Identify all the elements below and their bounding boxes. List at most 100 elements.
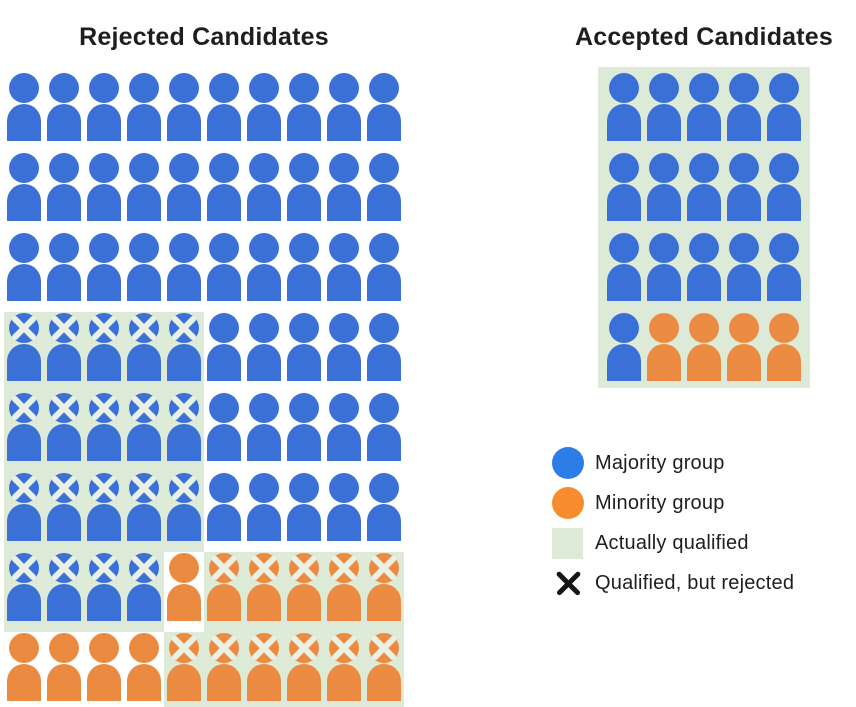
person-head-icon <box>649 153 679 183</box>
person-body-icon <box>207 424 241 461</box>
person-icon-minority <box>4 632 44 707</box>
person-icon-minority <box>84 632 124 707</box>
person-icon-majority-qualified <box>724 72 764 152</box>
person-head-icon <box>249 313 279 343</box>
person-head-icon <box>329 313 359 343</box>
person-icon-majority-qualified-rejected <box>44 552 84 632</box>
person-icon-majority <box>284 232 324 312</box>
person-body-icon <box>247 104 281 141</box>
person-icon-majority <box>364 152 404 232</box>
minority-group-icon <box>552 487 584 519</box>
x-icon <box>250 634 278 662</box>
x-icon <box>370 634 398 662</box>
person-body-icon <box>207 184 241 221</box>
person-body-icon <box>647 184 681 221</box>
x-icon <box>170 634 198 662</box>
person-icon-minority <box>164 552 204 632</box>
person-body-icon <box>87 264 121 301</box>
person-body-icon <box>127 424 161 461</box>
person-icon-majority <box>164 152 204 232</box>
person-icon-majority <box>284 392 324 472</box>
person-head-icon <box>9 633 39 663</box>
person-icon-minority-qualified-rejected <box>204 552 244 632</box>
person-icon-majority-qualified-rejected <box>44 312 84 392</box>
person-body-icon <box>47 184 81 221</box>
person-body-icon <box>767 104 801 141</box>
person-head-icon <box>329 473 359 503</box>
person-head-icon <box>329 153 359 183</box>
x-icon <box>90 314 118 342</box>
person-icon-majority <box>164 72 204 152</box>
person-head-icon <box>49 153 79 183</box>
person-body-icon <box>87 584 121 621</box>
x-icon <box>555 570 582 596</box>
person-icon-majority <box>324 312 364 392</box>
person-head-icon <box>9 73 39 103</box>
person-icon-majority <box>4 72 44 152</box>
person-body-icon <box>167 664 201 701</box>
person-body-icon <box>47 664 81 701</box>
person-body-icon <box>207 664 241 701</box>
person-icon-majority-qualified-rejected <box>4 392 44 472</box>
person-body-icon <box>207 264 241 301</box>
person-body-icon <box>367 344 401 381</box>
legend-label-qualified: Actually qualified <box>595 531 749 554</box>
person-body-icon <box>207 104 241 141</box>
legend-item-majority: Majority group <box>548 443 794 483</box>
legend-item-qualified: Actually qualified <box>548 523 794 563</box>
x-icon <box>50 394 78 422</box>
person-body-icon <box>287 584 321 621</box>
person-head-icon <box>289 153 319 183</box>
person-head-icon <box>289 473 319 503</box>
person-body-icon <box>247 664 281 701</box>
legend-label-minority: Minority group <box>595 491 725 514</box>
person-head-icon <box>129 233 159 263</box>
person-head-icon <box>49 233 79 263</box>
x-icon <box>210 554 238 582</box>
person-body-icon <box>287 344 321 381</box>
person-head-icon <box>129 153 159 183</box>
person-icon-minority-qualified <box>764 312 804 388</box>
person-body-icon <box>287 664 321 701</box>
person-icon-minority-qualified <box>684 312 724 388</box>
person-body-icon <box>167 184 201 221</box>
x-icon <box>90 554 118 582</box>
person-body-icon <box>767 344 801 381</box>
person-body-icon <box>87 424 121 461</box>
x-icon <box>90 474 118 502</box>
person-icon-majority <box>124 152 164 232</box>
person-head-icon <box>209 473 239 503</box>
person-body-icon <box>727 264 761 301</box>
person-body-icon <box>7 424 41 461</box>
person-body-icon <box>727 184 761 221</box>
person-icon-majority <box>84 232 124 312</box>
person-icon-majority-qualified-rejected <box>44 392 84 472</box>
person-body-icon <box>287 424 321 461</box>
accepted-qualified-region <box>598 67 810 388</box>
person-body-icon <box>207 504 241 541</box>
person-icon-majority-qualified-rejected <box>84 392 124 472</box>
person-icon-majority <box>204 472 244 552</box>
person-head-icon <box>689 153 719 183</box>
accepted-candidates-grid <box>604 72 804 388</box>
person-icon-majority-qualified-rejected <box>4 472 44 552</box>
person-head-icon <box>609 73 639 103</box>
legend-swatch-column <box>548 563 595 603</box>
person-icon-majority <box>84 72 124 152</box>
person-icon-majority-qualified-rejected <box>4 312 44 392</box>
person-head-icon <box>289 393 319 423</box>
person-body-icon <box>7 184 41 221</box>
person-body-icon <box>247 184 281 221</box>
person-head-icon <box>129 633 159 663</box>
person-icon-majority <box>284 472 324 552</box>
person-icon-minority-qualified-rejected <box>244 552 284 632</box>
person-head-icon <box>609 153 639 183</box>
person-body-icon <box>7 504 41 541</box>
person-icon-majority-qualified <box>644 232 684 312</box>
person-body-icon <box>167 264 201 301</box>
person-body-icon <box>287 504 321 541</box>
person-head-icon <box>329 393 359 423</box>
person-icon-majority <box>324 392 364 472</box>
person-body-icon <box>687 264 721 301</box>
accepted-candidates-title: Accepted Candidates <box>574 23 834 51</box>
